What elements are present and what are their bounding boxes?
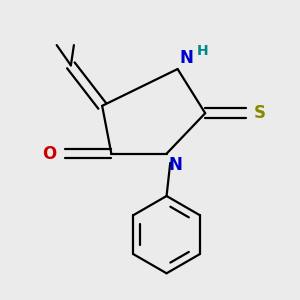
Text: S: S (254, 104, 266, 122)
Text: N: N (179, 49, 193, 67)
Text: H: H (197, 44, 208, 58)
Text: O: O (42, 145, 56, 163)
Text: N: N (168, 155, 182, 173)
